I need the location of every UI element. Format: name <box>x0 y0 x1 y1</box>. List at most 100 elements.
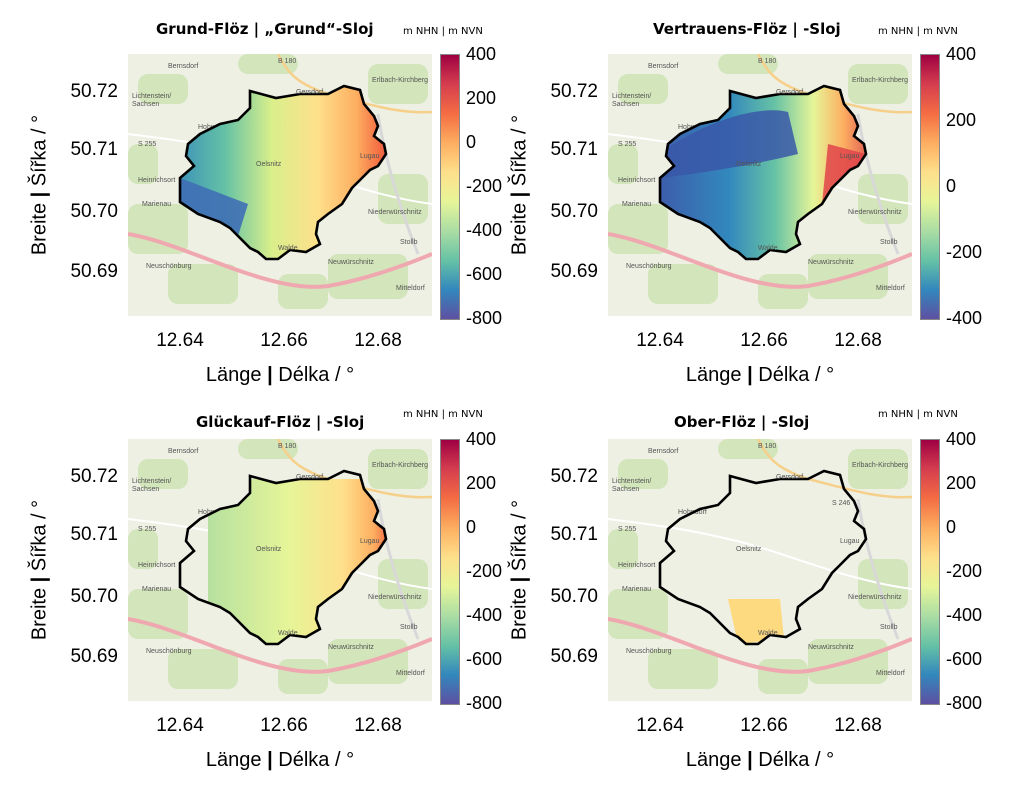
colorbar <box>440 54 460 320</box>
map-forest-area <box>848 64 908 104</box>
y-tick-label: 50.71 <box>70 524 118 545</box>
map-area: Bernsdorf B 180 Erlbach-Kirchberg Lichtenst… <box>128 439 432 701</box>
map-place-label: Oelsnitz <box>256 161 282 168</box>
map-place-label: Neuschönburg <box>146 263 192 270</box>
map-forest-area <box>718 54 778 74</box>
panel-ober: Ober-Flöz | -Sloj m NHN | m NVN Bernsdor… <box>480 385 983 775</box>
unit-label: m NHN | m NVN <box>403 409 483 420</box>
x-tick-label: 12.68 <box>354 330 402 351</box>
x-axis-label: Länge | Délka / ° <box>205 364 355 386</box>
y-tick-label: 50.72 <box>550 466 598 487</box>
map-place-label: Niederwürschnitz <box>848 209 902 216</box>
map-urban-road <box>376 498 420 640</box>
panel-vertrauens: Vertrauens-Flöz | -Sloj m NHN | m NVN Be… <box>480 0 983 390</box>
map-urban-road <box>376 113 420 255</box>
y-tick-label: 50.70 <box>70 201 118 222</box>
y-tick-label: 50.72 <box>70 466 118 487</box>
colorbar-tick-label: 0 <box>946 176 957 196</box>
map-forest-area <box>128 529 158 569</box>
y-axis-label: Breite | Šířka / ° <box>28 114 51 256</box>
map-place-label: Sachsen <box>612 486 639 493</box>
map-place-label: Lugau <box>360 153 380 160</box>
map-place-label: S 255 <box>618 526 636 533</box>
map-place-label: Niederwürschnitz <box>848 594 902 601</box>
map-place-label: Niederwürschnitz <box>368 209 422 216</box>
panel-glueckauf: Glückauf-Flöz | -Sloj m NHN | m NVN Bern… <box>0 385 503 775</box>
y-tick-label: 50.72 <box>70 81 118 102</box>
map-forest-area <box>238 439 298 459</box>
map-place-label: Bernsdorf <box>648 63 678 70</box>
map-place-label: Gersdorf <box>776 474 803 481</box>
map-forest-area <box>608 204 668 254</box>
depth-surface <box>728 599 784 644</box>
unit-label: m NHN | m NVN <box>403 26 483 37</box>
map-place-label: Mitteldorf <box>876 670 905 677</box>
colorbar-tick-label: -200 <box>946 242 983 262</box>
map-place-label: Lichtenstein/ <box>612 93 651 100</box>
y-tick-label: 50.71 <box>550 524 598 545</box>
map-forest-area <box>618 74 668 104</box>
map-place-label: Erlbach-Kirchberg <box>852 77 908 84</box>
x-tick-label: 12.64 <box>156 715 204 736</box>
basin-outline <box>178 469 388 646</box>
map-road-motorway <box>608 232 912 289</box>
colorbar-tick-label: 400 <box>466 429 497 449</box>
map-place-label: Stollb <box>400 624 418 631</box>
map-forest-area <box>138 74 188 104</box>
colorbar <box>920 54 940 320</box>
map-place-label: Heinrichsort <box>138 562 175 569</box>
overlay: Oelsnitz Walde Lugau Gersdorf <box>178 84 388 261</box>
panel-title: Grund-Flöz | „Grund“-Sloj <box>156 20 374 38</box>
map-place-label: Walde <box>278 245 298 252</box>
map-place-label: Mitteldorf <box>396 285 425 292</box>
x-axis-label: Länge | Délka / ° <box>205 749 355 771</box>
colorbar-tick-label: -600 <box>946 649 983 669</box>
map-place-label: Mitteldorf <box>876 285 905 292</box>
x-tick-label: 12.68 <box>834 330 882 351</box>
map-place-label: Stollb <box>880 624 898 631</box>
map-place-label: S 255 <box>138 141 156 148</box>
map-urban-road <box>856 113 900 255</box>
map-forest-area <box>168 649 238 689</box>
map-place-label: Walde <box>278 630 298 637</box>
map-place-label: Lugau <box>360 538 380 545</box>
map-place-label: Neuschönburg <box>146 648 192 655</box>
x-axis-label: Länge | Délka / ° <box>685 364 835 386</box>
map-place-label: Walde <box>758 245 778 252</box>
y-axis-label: Breite | Šířka / ° <box>28 499 51 641</box>
colorbar-tick-label: -600 <box>466 649 503 669</box>
map-place-label: Marienau <box>622 201 651 208</box>
unit-label: m NHN | m NVN <box>878 409 958 420</box>
colorbar <box>920 439 940 705</box>
map-place-label: B 180 <box>758 443 776 450</box>
map-forest-area <box>718 439 778 459</box>
colorbar-tick-label: -200 <box>466 176 503 196</box>
map-place-label: Neuwürschnitz <box>328 259 374 266</box>
map-place-label: Heinrichsort <box>138 177 175 184</box>
map-place-label: Mitteldorf <box>396 670 425 677</box>
map-place-label: Lichtenstein/ <box>132 478 171 485</box>
map-place-label: Marienau <box>622 586 651 593</box>
x-tick-label: 12.66 <box>740 715 788 736</box>
map-road-motorway <box>128 232 432 289</box>
overlay: Oelsnitz Walde Lugau Gersdorf <box>658 469 868 646</box>
x-tick-label: 12.66 <box>260 330 308 351</box>
y-tick-label: 50.71 <box>550 139 598 160</box>
map-place-label: Neuschönburg <box>626 263 672 270</box>
map-place-label: Erlbach-Kirchberg <box>372 77 428 84</box>
colorbar-tick-label: -200 <box>466 561 503 581</box>
map-road-motorway <box>128 617 432 674</box>
map-forest-area <box>128 144 158 184</box>
map-road-minor <box>608 518 912 590</box>
map-place-label: Gersdorf <box>296 89 323 96</box>
colorbar <box>440 439 460 705</box>
x-tick-label: 12.68 <box>834 715 882 736</box>
map-forest-area <box>138 459 188 489</box>
map-area: Bernsdorf B 180 Erlbach-Kirchberg Lichtenst… <box>608 439 912 701</box>
map-forest-area <box>608 589 668 639</box>
colorbar-tick-label: 0 <box>946 517 957 537</box>
y-tick-label: 50.70 <box>70 586 118 607</box>
map-forest-area <box>648 649 718 689</box>
y-tick-label: 50.69 <box>70 646 118 667</box>
basin-outline <box>178 84 388 261</box>
